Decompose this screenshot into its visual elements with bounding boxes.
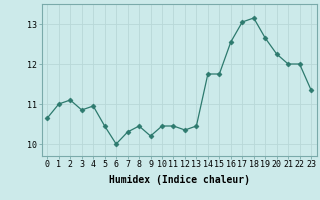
X-axis label: Humidex (Indice chaleur): Humidex (Indice chaleur) xyxy=(109,175,250,185)
